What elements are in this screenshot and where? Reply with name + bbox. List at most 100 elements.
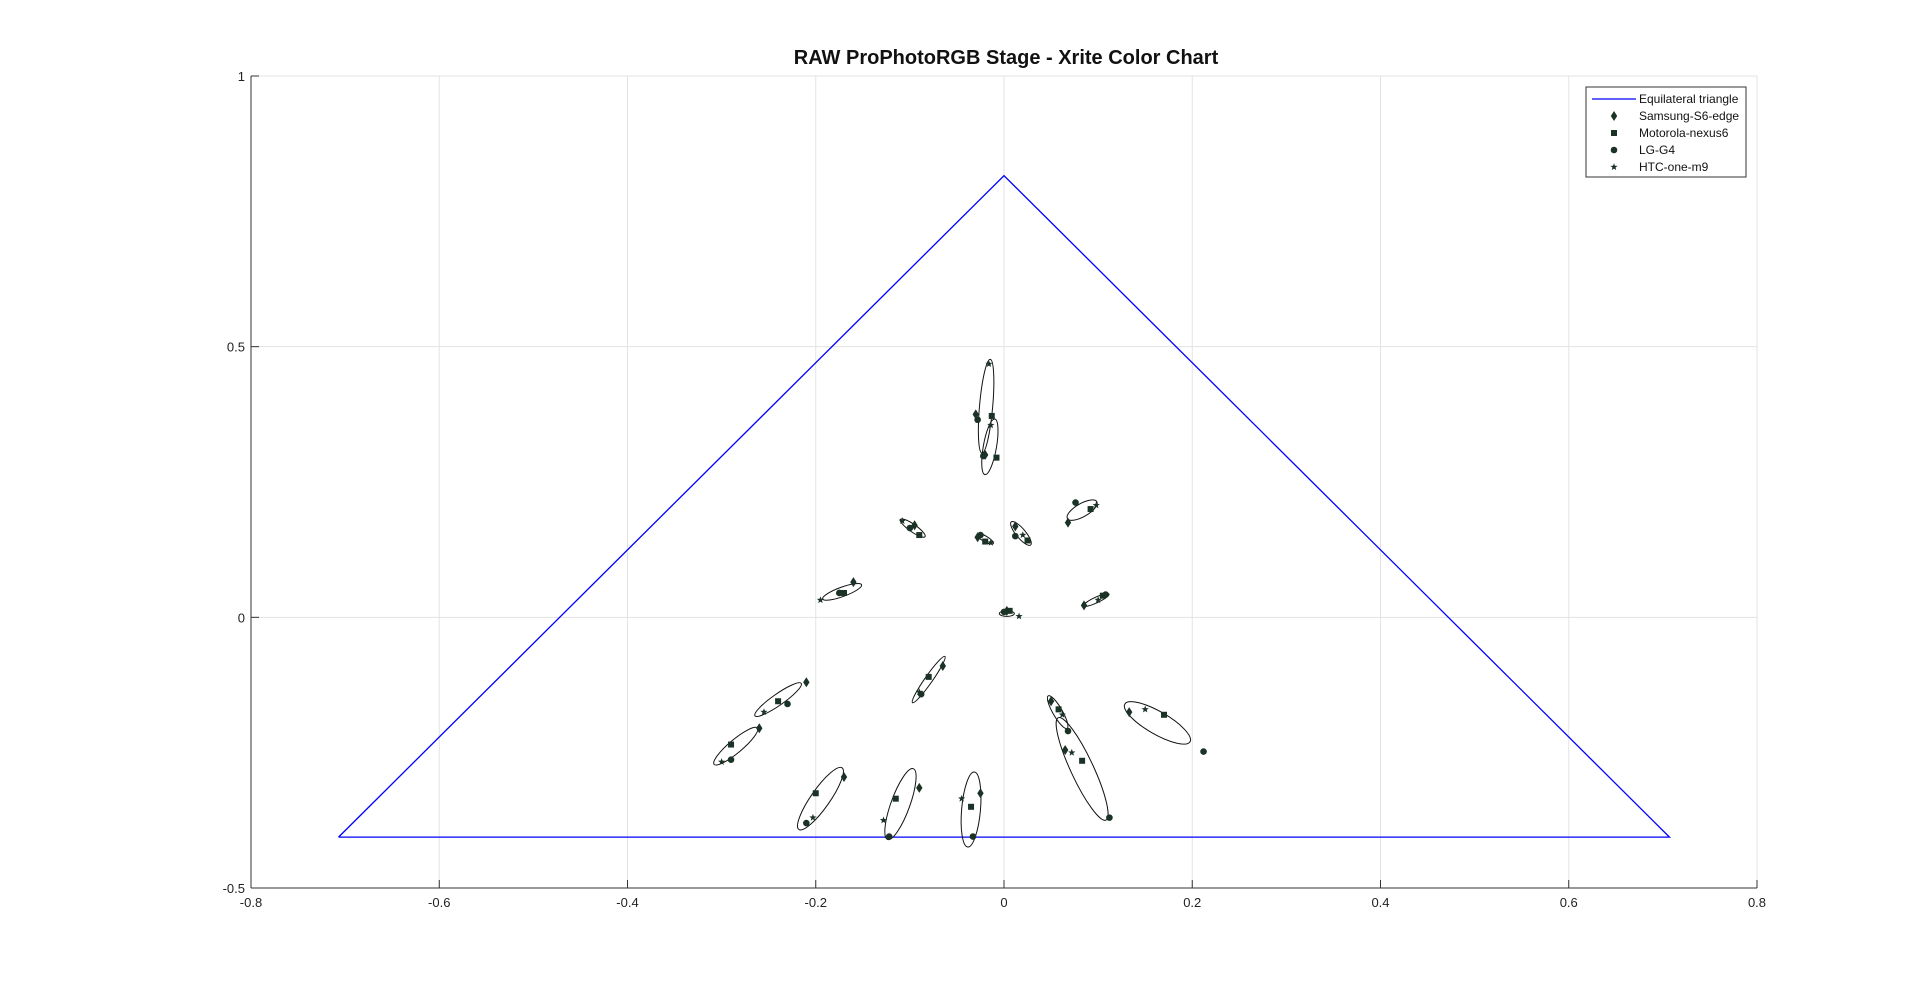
point-motorola-nexus6 <box>925 673 932 680</box>
ellipse-mark <box>1123 701 1192 745</box>
point-motorola-nexus6 <box>728 741 735 748</box>
point-samsung-s6-edge <box>1125 707 1133 718</box>
point-samsung-s6-edge <box>1064 517 1072 528</box>
legend-marker <box>1610 111 1618 121</box>
grid-lines <box>250 75 1758 889</box>
point-lg-g4 <box>784 700 791 708</box>
point-lg-g4 <box>1102 591 1109 598</box>
ellipse-mark <box>797 766 844 831</box>
point-motorola-nexus6 <box>988 412 995 419</box>
point-samsung-s6-edge <box>977 788 984 799</box>
point-motorola-nexus6 <box>1006 607 1013 614</box>
point-htc-one-m9 <box>718 758 726 765</box>
point-motorola-nexus6 <box>916 532 923 539</box>
point-htc-one-m9 <box>958 794 966 802</box>
equilateral-triangle <box>338 174 1672 838</box>
point-samsung-s6-edge <box>911 520 918 531</box>
x-tick-label: 0.8 <box>1748 895 1766 910</box>
point-htc-one-m9 <box>809 813 817 821</box>
point-samsung-s6-edge <box>1080 600 1088 611</box>
point-samsung-s6-edge <box>1061 744 1069 755</box>
legend-marker <box>1611 130 1617 136</box>
ellipse-mark <box>1055 717 1109 821</box>
axes: -0.8 -0.6 -0.4 -0.2 0 0.2 0.4 0.6 0.8 -0.5 0 0.5 1 <box>223 69 1766 910</box>
point-lg-g4 <box>885 833 893 840</box>
point-htc-one-m9 <box>987 538 995 546</box>
point-samsung-s6-edge <box>1012 521 1019 532</box>
point-lg-g4 <box>835 589 843 597</box>
point-htc-one-m9 <box>1058 710 1066 718</box>
point-htc-one-m9 <box>1019 531 1027 539</box>
ellipse-mark <box>1010 521 1032 546</box>
point-lg-g4 <box>906 524 914 532</box>
legend-label: Samsung-S6-edge <box>1639 109 1739 123</box>
chart-title: RAW ProPhotoRGB Stage - Xrite Color Char… <box>794 47 1219 69</box>
point-samsung-s6-edge <box>850 577 857 588</box>
point-motorola-nexus6 <box>892 795 899 802</box>
point-motorola-nexus6 <box>1087 506 1094 513</box>
x-tick-label: 0 <box>1000 895 1007 910</box>
point-samsung-s6-edge <box>756 723 763 734</box>
point-lg-g4 <box>979 452 987 460</box>
point-motorola-nexus6 <box>840 589 847 596</box>
ellipse-mark <box>884 768 917 841</box>
ellipse-mark <box>977 358 995 454</box>
point-motorola-nexus6 <box>993 454 1000 461</box>
ellipse-mark <box>713 726 759 766</box>
legend-label: Equilateral triangle <box>1639 92 1739 106</box>
point-htc-one-m9 <box>1141 705 1149 713</box>
data-points <box>718 360 1207 840</box>
point-lg-g4 <box>1200 748 1207 755</box>
x-tick-label: -0.8 <box>240 895 262 910</box>
point-htc-one-m9 <box>1092 501 1100 509</box>
x-tick-label: -0.6 <box>428 895 450 910</box>
x-tick-label: 0.4 <box>1371 895 1389 910</box>
point-samsung-s6-edge <box>1047 696 1055 707</box>
legend-label: Motorola-nexus6 <box>1639 126 1729 140</box>
point-samsung-s6-edge <box>803 677 810 688</box>
point-motorola-nexus6 <box>982 538 989 545</box>
point-htc-one-m9 <box>987 421 995 429</box>
ellipses <box>713 358 1192 848</box>
point-lg-g4 <box>727 756 735 764</box>
x-tick-label: -0.2 <box>805 895 827 910</box>
point-samsung-s6-edge <box>916 782 923 793</box>
point-htc-one-m9 <box>879 816 888 824</box>
point-motorola-nexus6 <box>812 790 819 797</box>
y-tick-label: 1 <box>238 69 245 84</box>
legend-marker <box>1610 146 1618 154</box>
x-tick-label: 0.2 <box>1183 895 1201 910</box>
point-lg-g4 <box>977 531 984 539</box>
point-samsung-s6-edge <box>972 409 979 420</box>
point-htc-one-m9 <box>1015 612 1023 620</box>
point-htc-one-m9 <box>760 708 768 716</box>
point-lg-g4 <box>969 833 977 840</box>
legend: Equilateral triangle Samsung-S6-edge Motor… <box>1585 86 1747 178</box>
point-lg-g4 <box>803 819 810 827</box>
ellipse-mark <box>981 418 999 476</box>
point-motorola-nexus6 <box>1079 757 1086 764</box>
ellipse-mark <box>960 771 982 848</box>
point-lg-g4 <box>974 416 981 424</box>
x-tick-label: 0.6 <box>1560 895 1578 910</box>
point-lg-g4 <box>1011 532 1019 540</box>
point-motorola-nexus6 <box>1161 711 1168 718</box>
point-lg-g4 <box>1072 499 1079 506</box>
ellipse-mark <box>754 682 802 717</box>
point-motorola-nexus6 <box>775 698 782 705</box>
point-samsung-s6-edge <box>939 661 947 672</box>
point-lg-g4 <box>1064 727 1072 735</box>
x-tick-label: -0.4 <box>616 895 638 910</box>
point-htc-one-m9 <box>985 360 993 368</box>
triangle-line <box>338 174 1672 838</box>
ellipse-mark <box>911 655 946 704</box>
point-motorola-nexus6 <box>968 803 975 810</box>
point-samsung-s6-edge <box>840 772 848 783</box>
point-htc-one-m9 <box>816 596 825 604</box>
point-motorola-nexus6 <box>1055 706 1062 713</box>
point-htc-one-m9 <box>898 517 906 525</box>
legend-label: HTC-one-m9 <box>1639 160 1709 174</box>
y-tick-label: 0.5 <box>227 340 245 355</box>
point-motorola-nexus6 <box>1024 537 1031 544</box>
